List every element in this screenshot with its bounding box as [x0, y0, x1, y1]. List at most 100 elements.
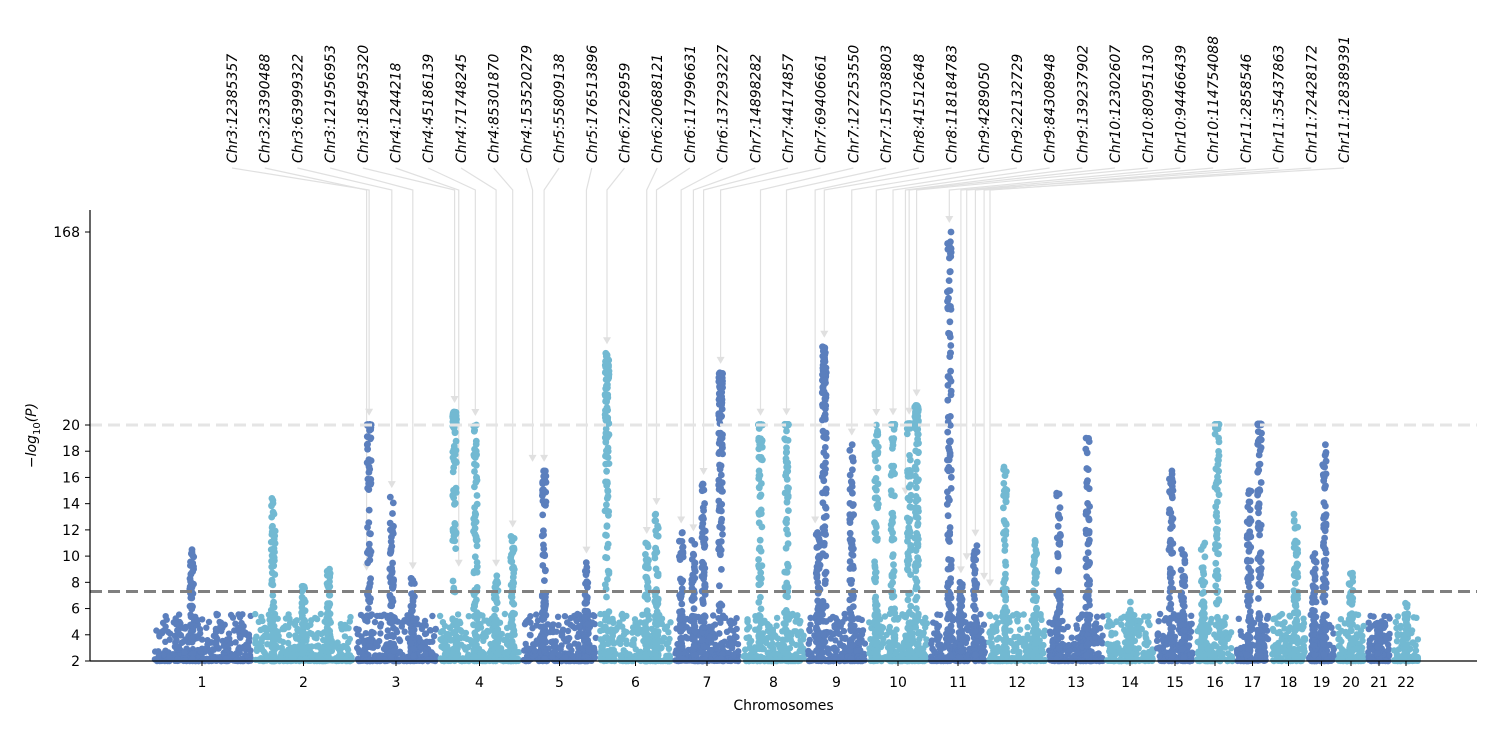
annotation-leader-line	[493, 167, 514, 523]
snp-point	[733, 625, 740, 633]
annotation-label: Chr7:157038803	[879, 45, 895, 163]
snp-point	[601, 434, 609, 442]
annotation-arrowhead	[820, 330, 829, 338]
snp-point	[294, 626, 301, 633]
snp-point	[324, 612, 332, 620]
snp-point	[270, 651, 278, 659]
snp-point	[276, 637, 283, 644]
snp-point	[197, 648, 204, 656]
snp-point	[820, 631, 827, 639]
snp-point	[701, 542, 709, 549]
snp-point	[542, 602, 549, 610]
snp-point	[768, 634, 776, 642]
snp-point	[210, 655, 217, 662]
snp-point	[886, 623, 893, 631]
chromosome-2-points	[252, 495, 356, 665]
snp-point	[429, 612, 436, 620]
snp-annotation: Chr4:71748245	[454, 54, 501, 567]
snp-point	[364, 433, 372, 441]
chromosome-5-points	[520, 467, 599, 665]
snp-point	[805, 640, 812, 647]
annotation-label: Chr10:12302607	[1108, 45, 1124, 163]
annotation-label: Chr11:128389391	[1337, 36, 1353, 163]
snp-point	[889, 553, 896, 560]
snp-point	[755, 598, 763, 606]
snp-point	[389, 499, 397, 507]
snp-point	[551, 641, 558, 649]
snp-point	[182, 625, 189, 632]
snp-point	[282, 648, 289, 655]
snp-point	[179, 638, 187, 646]
snp-point	[338, 624, 345, 631]
snp-point	[871, 452, 879, 460]
snp-point	[220, 642, 228, 649]
snp-annotation: Chr10:80951130	[912, 45, 1157, 397]
snp-point	[602, 531, 609, 539]
annotation-leader-line	[915, 167, 1148, 392]
snp-point	[555, 622, 562, 629]
snp-annotation: Chr11:35437863	[962, 45, 1288, 561]
snp-point	[912, 478, 920, 486]
snp-point	[859, 628, 866, 635]
snp-point	[299, 649, 306, 657]
snp-point	[716, 378, 724, 386]
snp-point	[286, 615, 293, 622]
snp-point	[284, 639, 292, 647]
snp-point	[325, 653, 332, 661]
snp-point	[522, 619, 530, 626]
snp-point	[756, 613, 764, 620]
annotation-label: Chr9:139237902	[1075, 45, 1091, 163]
snp-point	[766, 623, 773, 630]
snp-point	[194, 617, 201, 624]
snp-point	[326, 600, 333, 607]
snp-point	[912, 504, 920, 511]
snp-point	[906, 608, 913, 616]
snp-point	[364, 524, 371, 531]
snp-point	[822, 531, 829, 538]
snp-point	[190, 553, 198, 561]
snp-point	[294, 635, 301, 642]
snp-point	[326, 570, 334, 577]
snp-point	[888, 462, 895, 470]
snp-point	[259, 617, 266, 625]
snp-point	[783, 568, 791, 576]
snp-point	[888, 510, 896, 517]
snp-point	[300, 617, 308, 625]
snp-point	[473, 476, 481, 484]
snp-point	[366, 598, 374, 606]
snp-point	[557, 645, 564, 653]
annotation-arrowhead	[652, 498, 661, 506]
snp-point	[782, 472, 789, 479]
snp-point	[366, 656, 373, 664]
snp-point	[223, 636, 231, 643]
snp-point	[268, 524, 276, 531]
snp-annotation: Chr5:176513896	[582, 45, 601, 554]
snp-point	[175, 611, 183, 618]
snp-point	[872, 633, 879, 641]
annotation-label: Chr10:80951130	[1141, 45, 1157, 163]
annotation-label: Chr7:14898282	[748, 54, 764, 163]
snp-annotation: Chr8:118184783	[820, 45, 961, 338]
annotation-label: Chr7:44174857	[781, 54, 797, 163]
snp-point	[473, 563, 481, 571]
snp-point	[389, 640, 396, 648]
snp-point	[899, 643, 907, 650]
snp-point	[367, 637, 374, 644]
annotation-arrowhead	[454, 559, 463, 567]
snp-point	[814, 559, 822, 567]
snp-point	[677, 622, 685, 630]
snp-point	[181, 649, 188, 656]
snp-point	[757, 619, 765, 627]
snp-point	[334, 639, 341, 646]
snp-point	[156, 633, 163, 640]
snp-point	[889, 579, 896, 586]
annotation-leader-line	[875, 167, 1018, 411]
chromosome-6-points	[597, 349, 674, 665]
snp-point	[473, 542, 481, 550]
snp-point	[471, 599, 479, 607]
annotation-label: Chr10:94466439	[1173, 45, 1189, 163]
snp-point	[654, 595, 662, 603]
snp-point	[364, 484, 372, 492]
snp-point	[473, 500, 481, 508]
snp-point	[581, 607, 589, 615]
